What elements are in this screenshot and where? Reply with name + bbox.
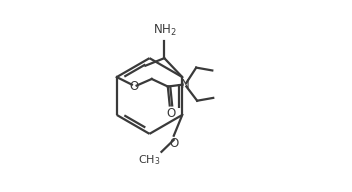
Text: O: O [129, 80, 138, 93]
Text: O: O [166, 107, 176, 120]
Text: N: N [181, 78, 189, 91]
Text: O: O [169, 137, 178, 150]
Text: CH$_3$: CH$_3$ [138, 153, 161, 167]
Text: NH$_2$: NH$_2$ [153, 23, 177, 38]
